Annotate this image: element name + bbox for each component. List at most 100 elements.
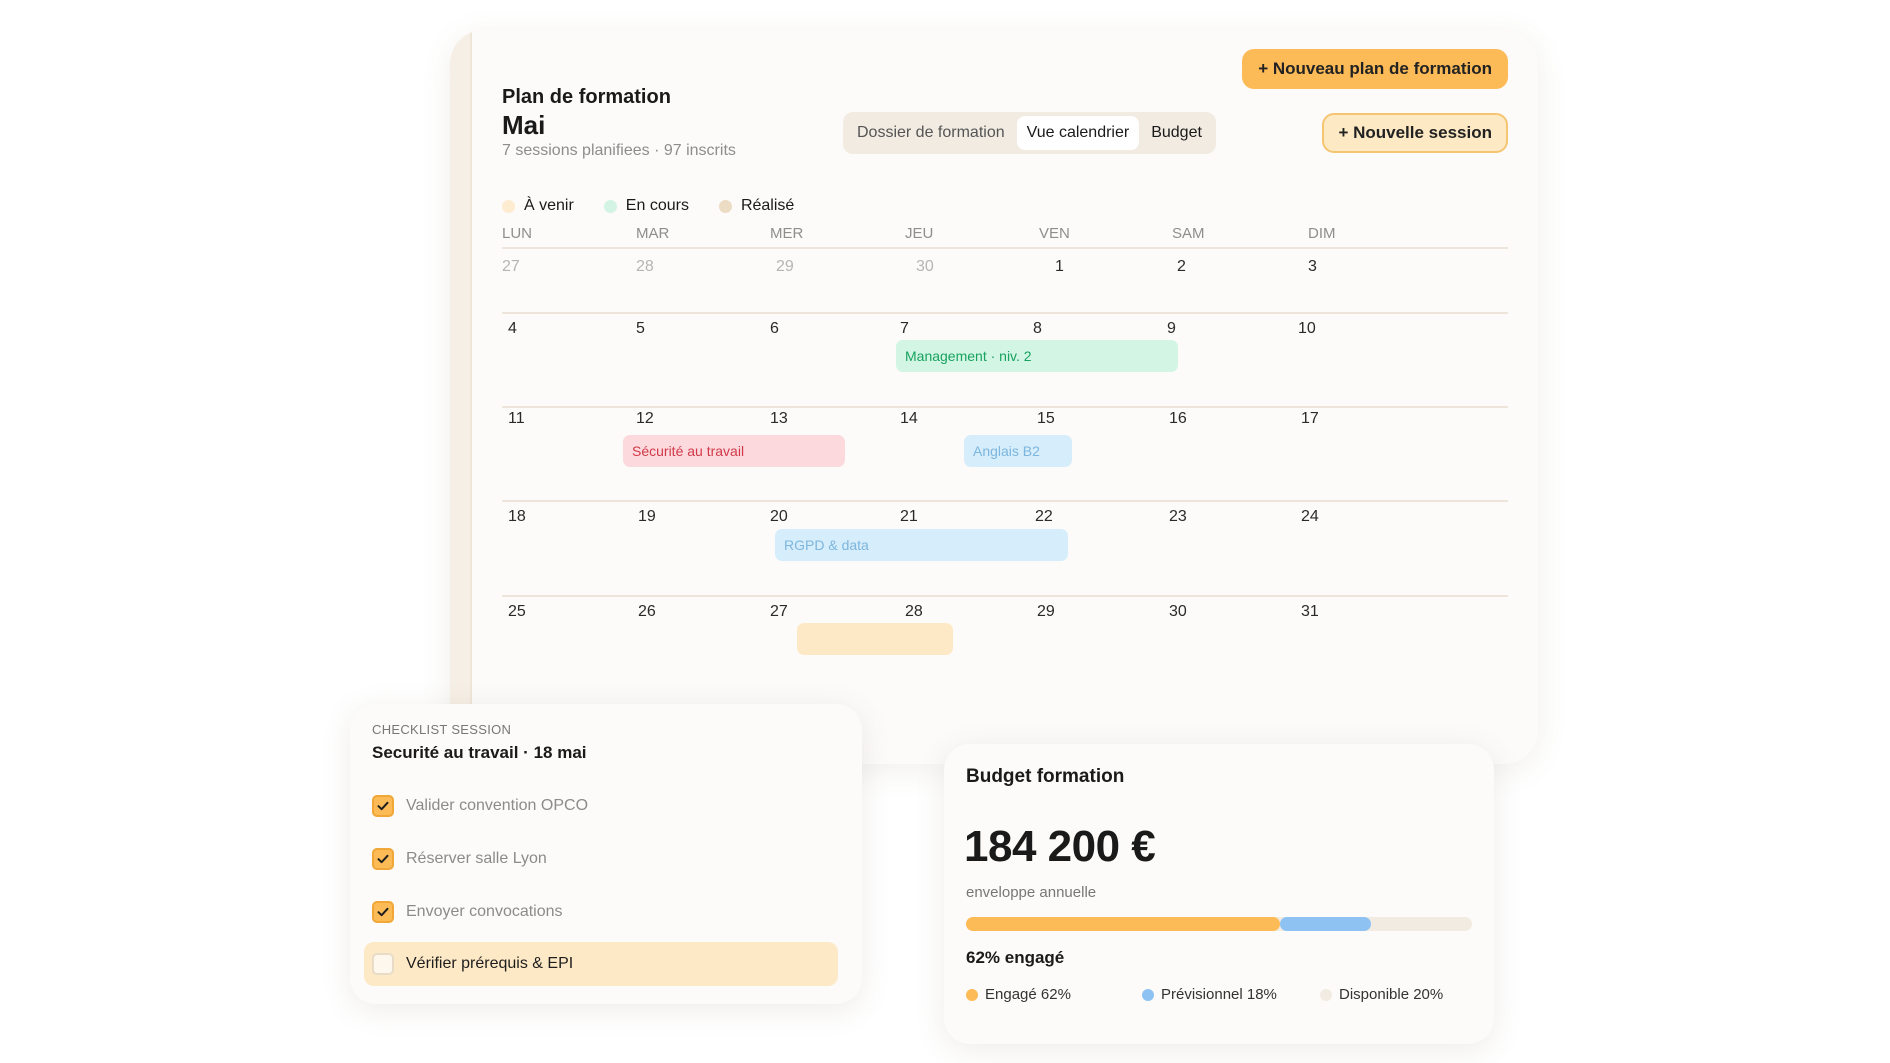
legend-item-en-cours: En cours [603, 197, 689, 215]
calendar-day[interactable]: 15 [1037, 410, 1055, 427]
calendar-day[interactable]: 10 [1298, 320, 1316, 337]
legend-item-a-venir: À venir [502, 197, 574, 215]
calendar-day[interactable]: 7 [900, 320, 909, 337]
checklist-card: CHECKLIST SESSION Securité au travail · … [350, 704, 862, 1004]
month-grid: LUN MAR MER JEU VEN SAM DIM 27 28 29 30 1 2 3 4 5 6 7 8 9 1… [502, 225, 1508, 655]
weekday-lun: LUN [502, 225, 533, 242]
calendar-day[interactable]: 14 [900, 410, 918, 427]
calendar-day[interactable]: 28 [636, 258, 654, 275]
budget-engaged-label: 62% engagé [966, 948, 1065, 967]
checklist-item[interactable]: Valider convention OPCO [364, 784, 838, 828]
legend-dot-icon [966, 988, 978, 1001]
checklist-item[interactable]: Vérifier prérequis & EPI [364, 942, 838, 986]
calendar-day[interactable]: 22 [1035, 508, 1053, 525]
tab-dossier[interactable]: Dossier de formation [857, 124, 1005, 141]
calendar-day[interactable]: 19 [638, 508, 656, 525]
checklist-item[interactable]: Réserver salle Lyon [364, 837, 838, 881]
budget-legend-label: Prévisionnel 18% [1161, 986, 1277, 1003]
calendar-event[interactable]: RGPD & data [775, 529, 1068, 561]
calendar-day[interactable]: 18 [508, 508, 526, 525]
checklist-item-label: Vérifier prérequis & EPI [406, 955, 574, 972]
calendar-day[interactable]: 5 [636, 320, 645, 337]
calendar-day[interactable]: 30 [916, 258, 934, 275]
calendar-day[interactable]: 20 [770, 508, 788, 525]
checklist-kicker: CHECKLIST SESSION [372, 722, 512, 737]
weekday-jeu: JEU [905, 225, 934, 242]
week-separator [502, 312, 1508, 314]
checkbox-checked-icon[interactable] [372, 795, 394, 817]
calendar-day[interactable]: 6 [770, 320, 779, 337]
calendar-day[interactable]: 24 [1301, 508, 1319, 525]
budget-bar-segment [966, 917, 1280, 931]
legend-dot-icon [1320, 988, 1332, 1001]
budget-legend-item: Disponible 20% [1320, 986, 1443, 1003]
checklist-title: Securité au travail · 18 mai [372, 743, 587, 762]
weekday-ven: VEN [1039, 225, 1070, 242]
budget-legend-label: Engagé 62% [985, 986, 1071, 1003]
month-summary: 7 sessions planifiees · 97 inscrits [502, 142, 736, 159]
legend-label: Réalisé [740, 197, 795, 214]
checklist-item-label: Réserver salle Lyon [406, 850, 547, 867]
calendar-day[interactable]: 17 [1301, 410, 1319, 427]
calendar-day[interactable]: 30 [1169, 603, 1187, 620]
legend-label: À venir [524, 197, 574, 214]
budget-card: Budget formation 184 200 € enveloppe ann… [944, 744, 1494, 1044]
budget-legend-item: Engagé 62% [966, 986, 1071, 1003]
checklist-item-label: Valider convention OPCO [406, 797, 589, 814]
calendar-day[interactable]: 23 [1169, 508, 1187, 525]
calendar-event[interactable]: Sécurité au travail [623, 435, 845, 467]
weekday-sam: SAM [1172, 225, 1205, 242]
checkbox-empty-icon[interactable] [372, 953, 394, 975]
calendar-day[interactable]: 26 [638, 603, 656, 620]
month-title: Mai [502, 110, 546, 140]
calendar-day[interactable]: 28 [905, 603, 923, 620]
budget-legend-item: Prévisionnel 18% [1142, 986, 1277, 1003]
legend-dot-icon [502, 199, 515, 213]
new-session-button[interactable]: + Nouvelle session [1322, 113, 1508, 153]
calendar-day[interactable]: 31 [1301, 603, 1319, 620]
checkbox-checked-icon[interactable] [372, 848, 394, 870]
calendar-day[interactable]: 25 [508, 603, 526, 620]
legend-dot-icon [1142, 988, 1154, 1001]
calendar-day[interactable]: 8 [1033, 320, 1042, 337]
budget-amount: 184 200 € [964, 822, 1156, 871]
calendar-day[interactable]: 4 [508, 320, 517, 337]
calendar-day[interactable]: 21 [900, 508, 918, 525]
weekday-mar: MAR [636, 225, 670, 242]
calendar-day[interactable]: 29 [776, 258, 794, 275]
calendar-event[interactable]: Management · niv. 2 [896, 340, 1178, 372]
legend-item-realise: Réalisé [718, 197, 795, 215]
calendar-day[interactable]: 1 [1055, 258, 1064, 275]
calendar-day[interactable]: 2 [1177, 258, 1186, 275]
calendar-event[interactable]: Anglais B2 [964, 435, 1072, 467]
view-tabs: Dossier de formation Vue calendrier Budg… [843, 112, 1216, 154]
calendar-day[interactable]: 29 [1037, 603, 1055, 620]
calendar-event[interactable] [797, 623, 953, 655]
calendar-day[interactable]: 27 [502, 258, 520, 275]
budget-subtitle: enveloppe annuelle [966, 884, 1097, 901]
legend-label: En cours [625, 197, 689, 214]
calendar-day[interactable]: 9 [1167, 320, 1176, 337]
calendar-day[interactable]: 27 [770, 603, 788, 620]
status-legend: À venir En cours Réalisé [502, 197, 794, 215]
calendar-card: Plan de formation + Nouveau plan de form… [450, 30, 1538, 764]
weekday-dim: DIM [1308, 225, 1336, 242]
checklist-item[interactable]: Envoyer convocations [364, 890, 838, 934]
budget-bar-segment [1279, 917, 1371, 931]
calendar-day[interactable]: 11 [508, 410, 525, 427]
new-plan-button[interactable]: + Nouveau plan de formation [1242, 49, 1508, 89]
budget-title: Budget formation [966, 766, 1125, 787]
page-title: Plan de formation [502, 86, 671, 108]
calendar-day[interactable]: 3 [1308, 258, 1317, 275]
week-separator [502, 500, 1508, 502]
calendar-day[interactable]: 13 [770, 410, 788, 427]
budget-legend-label: Disponible 20% [1339, 986, 1444, 1003]
weekday-mer: MER [770, 225, 804, 242]
checkbox-checked-icon[interactable] [372, 901, 394, 923]
week-separator [502, 406, 1508, 408]
calendar-day[interactable]: 12 [636, 410, 654, 427]
tab-budget[interactable]: Budget [1151, 124, 1202, 141]
legend-dot-icon [718, 199, 732, 213]
tab-calendrier[interactable]: Vue calendrier [1016, 116, 1140, 150]
calendar-day[interactable]: 16 [1169, 410, 1187, 427]
